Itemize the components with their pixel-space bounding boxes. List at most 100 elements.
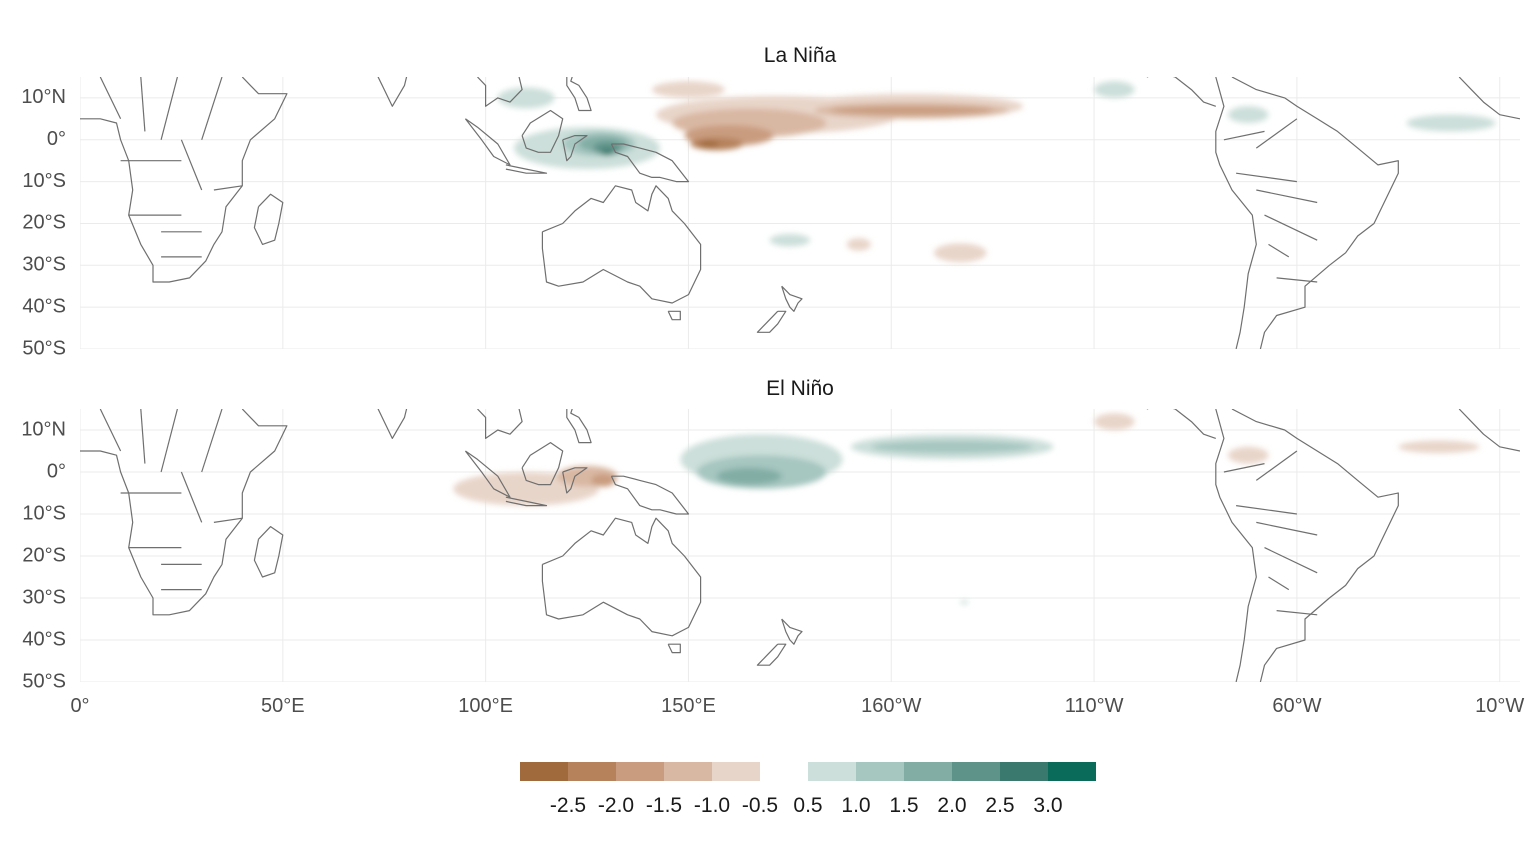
- border-samerica: [1255, 450, 1298, 481]
- legend-label: -1.5: [646, 794, 682, 817]
- coastline-india: [377, 409, 408, 439]
- anomaly-blob: [933, 243, 987, 263]
- coastlines: [80, 409, 1520, 682]
- anomaly-blob: [870, 440, 1034, 454]
- coastline-samerica_e: [1231, 77, 1399, 349]
- coastline-newguinea: [610, 143, 690, 183]
- y-tick-label: 10°N: [21, 418, 66, 440]
- y-tick-label: 0°: [47, 460, 66, 482]
- coastline-sumatra: [464, 118, 511, 166]
- border-africa: [140, 77, 146, 132]
- y-tick-label: 10°N: [21, 86, 66, 108]
- legend-swatch: [952, 762, 1000, 781]
- anomaly-fields: [497, 81, 1496, 263]
- coastline-madagascar: [253, 525, 284, 578]
- y-tick-label: 40°S: [22, 295, 66, 317]
- legend-label: -2.0: [598, 794, 634, 817]
- border-samerica: [1268, 243, 1290, 258]
- y-tick-label: 30°S: [22, 586, 66, 608]
- y-tick-label: 50°S: [22, 337, 66, 359]
- x-axis: 0° 50°E 100°E 150°E 160°W 110°W 60°W 10°W: [70, 695, 1524, 717]
- x-tick-label: 150°E: [661, 695, 716, 717]
- border-samerica: [1236, 505, 1297, 515]
- border-samerica: [1264, 214, 1318, 241]
- y-tick-label: 10°S: [22, 502, 66, 524]
- coastline-africa: [80, 409, 288, 616]
- anomaly-blob: [1406, 114, 1496, 132]
- border-africa: [213, 517, 243, 523]
- coastline-africa: [80, 77, 288, 283]
- coastline-philippines: [566, 77, 592, 112]
- legend-label: -2.5: [550, 794, 586, 817]
- coastline-india: [377, 77, 408, 107]
- x-tick-label: 50°E: [261, 695, 305, 717]
- coastline-nz_n: [781, 285, 803, 312]
- y-tick-label: 30°S: [22, 254, 66, 276]
- coastline-java: [505, 496, 548, 507]
- x-tick-label: 110°W: [1065, 695, 1124, 717]
- coastline-indochina: [477, 77, 523, 107]
- y-tick-label: 20°S: [22, 544, 66, 566]
- y-axis-el-nino: 10°N 0° 10°S 20°S 30°S 40°S 50°S: [21, 418, 66, 692]
- coastline-tasmania: [667, 310, 681, 321]
- border-samerica: [1276, 610, 1318, 616]
- legend-swatch: [1048, 762, 1096, 781]
- border-africa: [201, 409, 223, 473]
- legend-label: 3.0: [1033, 794, 1062, 817]
- border-samerica: [1276, 277, 1318, 283]
- border-samerica: [1256, 521, 1318, 536]
- coastline-tasmania: [667, 643, 681, 654]
- border-africa: [160, 409, 178, 473]
- legend-label: -0.5: [742, 794, 778, 817]
- anomaly-blob: [846, 238, 871, 251]
- coastline-nz_s: [756, 310, 787, 333]
- coastline-java: [505, 164, 548, 174]
- border-samerica: [1236, 172, 1297, 183]
- coastline-philippines: [566, 409, 592, 444]
- x-tick-label: 0°: [70, 695, 89, 717]
- coastline-sulawesi: [562, 467, 588, 494]
- coastline-samerica_e: [1231, 409, 1399, 682]
- legend: -2.5 -2.0 -1.5 -1.0 -0.5 0.5 1.0 1.5 2.0 2.5 3.0: [520, 762, 1096, 817]
- legend-swatch: [568, 762, 616, 781]
- legend-label: 1.5: [889, 794, 918, 817]
- border-africa: [99, 77, 122, 120]
- coastline-nz_s: [756, 643, 787, 666]
- border-africa: [201, 77, 223, 140]
- border-samerica: [1223, 130, 1265, 141]
- anomaly-blob: [1094, 413, 1135, 430]
- coastline-camerica: [1146, 409, 1216, 439]
- coastline-sulawesi: [562, 135, 588, 162]
- panel-la-nina: [80, 77, 1520, 349]
- x-tick-label: 160°W: [861, 695, 921, 717]
- border-samerica: [1264, 547, 1318, 574]
- coastline-samerica_w: [1215, 409, 1257, 682]
- anomaly-blob: [830, 106, 993, 115]
- border-africa: [160, 77, 178, 140]
- anomaly-blob: [698, 140, 719, 148]
- anomaly-blob: [1398, 440, 1480, 454]
- y-tick-label: 20°S: [22, 212, 66, 234]
- anomaly-blob: [769, 233, 811, 247]
- coastline-sumatra: [464, 450, 511, 498]
- anomaly-fields: [453, 413, 1480, 605]
- coastline-nz_n: [781, 618, 803, 645]
- x-tick-label: 60°W: [1272, 695, 1321, 717]
- legend-label: 2.0: [937, 794, 966, 817]
- border-africa: [180, 139, 203, 191]
- legend-swatch: [712, 762, 760, 781]
- legend-label: 0.5: [793, 794, 822, 817]
- x-tick-label: 100°E: [458, 695, 513, 717]
- border-africa: [180, 471, 203, 523]
- legend-swatch: [1000, 762, 1048, 781]
- panel-el-nino: [80, 409, 1520, 682]
- border-africa: [99, 409, 122, 452]
- border-africa: [140, 409, 146, 464]
- gridlines: [80, 77, 1520, 349]
- coastline-westafrica: [1458, 77, 1520, 120]
- anomaly-blob: [716, 467, 782, 485]
- legend-swatch: [520, 762, 568, 781]
- panel-title-la-nina: La Niña: [764, 44, 837, 67]
- x-tick-label: 10°W: [1475, 695, 1524, 717]
- anomaly-blob: [960, 600, 969, 605]
